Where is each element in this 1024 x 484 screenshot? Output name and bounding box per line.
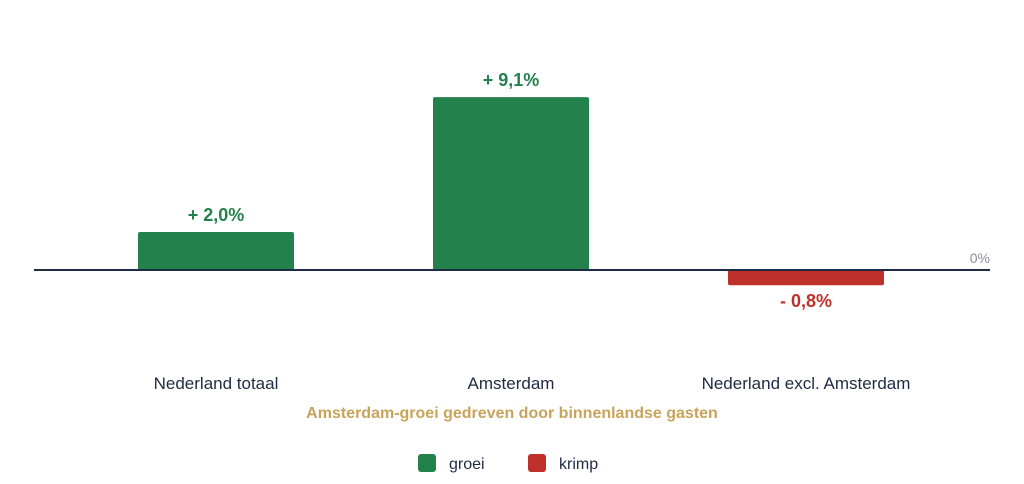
category-label-1: Nederland totaal <box>154 374 279 393</box>
labels-layer: + 2,0% Nederland totaal + 9,1% Amsterdam - 0… <box>154 70 911 393</box>
category-label-3: Nederland excl. Amsterdam <box>702 374 911 393</box>
bars-layer <box>138 97 884 286</box>
legend-label-groei: groei <box>449 456 485 473</box>
chart-caption: Amsterdam-groei gedreven door binnenland… <box>306 405 718 422</box>
bar-value-label-2: + 9,1% <box>483 70 540 90</box>
bar-value-label-1: + 2,0% <box>188 205 245 225</box>
legend-swatch-groei <box>418 454 436 472</box>
legend-label-krimp: krimp <box>559 456 598 473</box>
legend: groei krimp <box>418 454 598 473</box>
bar-value-label-3: - 0,8% <box>780 291 832 311</box>
zero-axis-label: 0% <box>970 250 990 266</box>
category-label-2: Amsterdam <box>468 374 555 393</box>
legend-swatch-krimp <box>528 454 546 472</box>
bar-3 <box>728 270 884 286</box>
bar-2 <box>433 97 589 270</box>
bar-1 <box>138 232 294 270</box>
